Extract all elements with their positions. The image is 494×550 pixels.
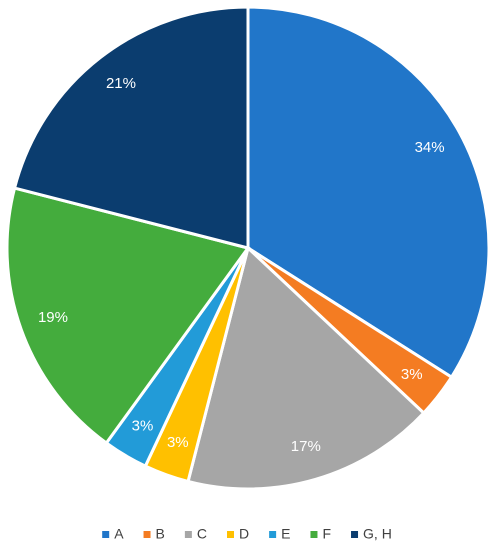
legend-label: D — [239, 526, 249, 542]
legend-label: A — [114, 526, 124, 542]
legend-label: F — [322, 526, 331, 542]
value-label: 3% — [132, 417, 154, 434]
legend-swatch — [184, 531, 192, 538]
value-label: 19% — [38, 309, 68, 326]
legend-swatch — [102, 531, 110, 538]
legend-label: E — [281, 526, 290, 542]
value-label: 21% — [106, 75, 136, 92]
legend-swatch — [351, 531, 359, 538]
legend-swatch — [227, 531, 234, 538]
value-label: 17% — [291, 438, 321, 455]
value-label: 3% — [167, 434, 189, 451]
legend: A B C D E F G, H — [102, 526, 392, 542]
legend-label: B — [156, 526, 165, 542]
legend-swatch — [269, 531, 277, 538]
pie-slice — [12, 5, 250, 250]
legend-label: G, H — [363, 526, 392, 542]
value-label: 3% — [401, 366, 423, 383]
legend-swatch — [310, 531, 318, 538]
value-label: 34% — [415, 139, 445, 156]
pie-slice — [186, 245, 426, 491]
legend-swatch — [143, 531, 151, 538]
pie-slice — [5, 186, 251, 446]
legend-label: C — [197, 526, 207, 542]
